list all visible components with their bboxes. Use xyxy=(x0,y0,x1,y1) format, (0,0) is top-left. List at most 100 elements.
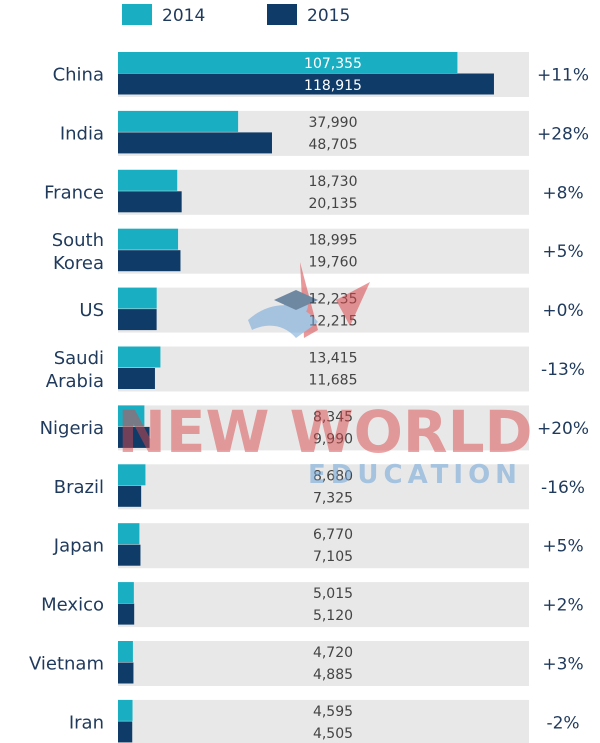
value-label-2014: 6,770 xyxy=(313,527,353,543)
legend-swatch-2015 xyxy=(267,4,297,25)
row-track xyxy=(118,464,529,510)
value-label-2014: 13,415 xyxy=(309,351,358,367)
value-label-2015: 5,120 xyxy=(313,608,353,624)
row-india: India 37,990 48,705 +28% xyxy=(60,110,589,156)
value-label-2014: 4,720 xyxy=(313,645,353,661)
chart-rows: China 107,355 118,915 +11% India 37,990 48,705… xyxy=(29,52,589,743)
value-label-2015: 20,135 xyxy=(309,196,358,212)
change-label: +11% xyxy=(537,66,589,86)
row-track xyxy=(118,287,529,333)
value-label-2014: 4,595 xyxy=(313,704,353,720)
bar-2015 xyxy=(118,250,181,272)
value-label-2014: 37,990 xyxy=(309,115,358,131)
change-label: +8% xyxy=(542,183,583,203)
value-label-2014: 8,345 xyxy=(313,409,353,425)
bar-2014 xyxy=(118,699,133,721)
value-label-2015: 11,685 xyxy=(309,373,358,389)
value-label-2014: 18,730 xyxy=(309,174,358,190)
change-label: +5% xyxy=(542,537,583,557)
bar-2014 xyxy=(118,405,145,427)
row-us: US 12,235 12,215 +0% xyxy=(79,287,584,333)
bar-2015 xyxy=(118,73,494,95)
legend-swatch-2014 xyxy=(122,4,152,25)
row-saudi-arabia: Saudi Arabia 13,415 11,685 -13% xyxy=(46,346,585,392)
value-label-2015: 12,215 xyxy=(309,314,358,330)
row-brazil: Brazil 8,680 7,325 -16% xyxy=(54,464,585,510)
value-label-2014: 5,015 xyxy=(313,586,353,602)
category-label: Vietnam xyxy=(29,654,104,675)
category-label: Brazil xyxy=(54,477,104,498)
bar-2015 xyxy=(118,662,134,684)
value-label-2014: 8,680 xyxy=(313,468,353,484)
value-label-2014: 107,355 xyxy=(304,56,362,72)
value-label-2015: 19,760 xyxy=(309,255,358,271)
row-track xyxy=(118,641,529,686)
legend-label-2015: 2015 xyxy=(307,6,350,26)
bar-2014 xyxy=(118,169,178,191)
legend-label-2014: 2014 xyxy=(162,6,205,26)
category-label: South Korea xyxy=(52,230,104,274)
value-label-2015: 4,505 xyxy=(313,726,353,742)
row-track xyxy=(118,523,529,569)
bar-2014 xyxy=(118,228,179,250)
category-label: Iran xyxy=(69,712,104,733)
bar-2015 xyxy=(118,485,142,507)
change-label: +5% xyxy=(542,242,583,262)
row-track xyxy=(118,228,529,274)
legend: 2014 2015 xyxy=(122,4,350,26)
value-label-2015: 9,990 xyxy=(313,431,353,447)
row-china: China 107,355 118,915 +11% xyxy=(53,52,589,97)
row-japan: Japan 6,770 7,105 +5% xyxy=(53,523,584,569)
category-label: France xyxy=(44,182,104,203)
category-label: Japan xyxy=(53,536,104,557)
bar-2015 xyxy=(118,721,133,743)
row-mexico: Mexico 5,015 5,120 +2% xyxy=(41,582,584,628)
row-nigeria: Nigeria 8,345 9,990 +20% xyxy=(40,405,589,451)
bar-2014 xyxy=(118,346,161,368)
value-label-2015: 7,325 xyxy=(313,490,353,506)
bar-2015 xyxy=(118,309,157,331)
bar-2014 xyxy=(118,110,239,132)
row-south-korea: South Korea 18,995 19,760 +5% xyxy=(52,228,584,274)
bar-2015 xyxy=(118,603,135,625)
row-france: France 18,730 20,135 +8% xyxy=(44,169,584,215)
row-track xyxy=(118,346,529,392)
value-label-2014: 12,235 xyxy=(309,292,358,308)
change-label: +3% xyxy=(542,655,583,675)
bar-2014 xyxy=(118,582,134,604)
change-label: +0% xyxy=(542,301,583,321)
value-label-2015: 118,915 xyxy=(304,78,362,94)
category-label: China xyxy=(53,65,104,86)
bar-2015 xyxy=(118,544,141,566)
bar-2015 xyxy=(118,191,182,213)
row-track xyxy=(118,169,529,215)
change-label: +2% xyxy=(542,596,583,616)
row-iran: Iran 4,595 4,505 -2% xyxy=(69,699,580,743)
row-track xyxy=(118,582,529,628)
row-track xyxy=(118,699,529,743)
bar-2014 xyxy=(118,287,157,309)
bar-2015 xyxy=(118,132,272,154)
change-label: -16% xyxy=(541,478,585,498)
bar-2014 xyxy=(118,523,140,545)
change-label: -2% xyxy=(546,713,579,733)
bar-2015 xyxy=(118,426,150,448)
value-label-2015: 4,885 xyxy=(313,667,353,683)
change-label: +20% xyxy=(537,419,589,439)
value-label-2015: 7,105 xyxy=(313,549,353,565)
bar-2014 xyxy=(118,52,458,73)
value-label-2014: 18,995 xyxy=(309,233,358,249)
category-label: US xyxy=(79,300,104,321)
bar-2014 xyxy=(118,464,146,486)
change-label: +28% xyxy=(537,124,589,144)
category-label: India xyxy=(60,123,104,144)
row-track xyxy=(118,405,529,451)
change-label: -13% xyxy=(541,360,585,380)
value-label-2015: 48,705 xyxy=(309,137,358,153)
bar-2014 xyxy=(118,641,133,662)
row-vietnam: Vietnam 4,720 4,885 +3% xyxy=(29,641,584,686)
bar-2015 xyxy=(118,368,155,389)
category-label: Mexico xyxy=(41,595,104,616)
category-label: Nigeria xyxy=(40,418,104,439)
